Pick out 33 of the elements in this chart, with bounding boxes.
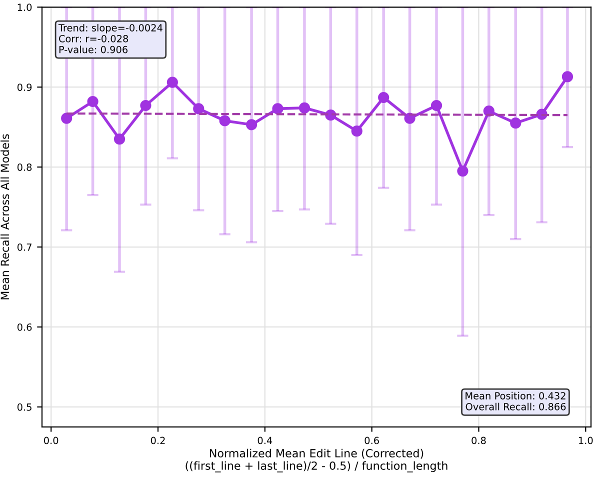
x-tick-label: 0.8 (472, 436, 486, 444)
point (378, 92, 390, 104)
annotation: Trend: slope=-0.0024 Corr: r=-0.028 P-value: 0.906 (58, 24, 162, 54)
point (510, 118, 522, 129)
point (87, 96, 98, 108)
x-tick-label: 0.2 (150, 436, 165, 444)
x-tick-label: 0.4 (258, 436, 272, 444)
annotation: Mean Position: 0.432 Overall Recall: 0.866 (466, 392, 566, 410)
x-tick-label: 1.0 (578, 436, 593, 444)
y-tick-label: 0.5 (17, 403, 32, 411)
point (140, 100, 152, 112)
x-tick-label: 0.0 (44, 436, 58, 444)
point (562, 71, 574, 82)
point (61, 112, 72, 124)
x-axis-title: Normalized Mean Edit Line (Corrected) ((first_line + last_line)/2 - 0.5) / function_length (186, 448, 448, 472)
y-axis-title: Mean Recall Across All Models (0, 134, 10, 300)
point (272, 103, 284, 114)
point (166, 76, 178, 88)
y-tick-label: 0.6 (17, 323, 32, 331)
point (193, 103, 204, 114)
y-tick-label: 0.8 (17, 164, 32, 171)
point (219, 115, 230, 126)
point (298, 102, 310, 114)
x-tick-label: 0.6 (364, 436, 379, 444)
y-tick-label: 0.9 (17, 84, 32, 91)
y-tick-label: 0.7 (17, 243, 32, 251)
point (351, 126, 362, 137)
point (404, 112, 416, 124)
point (246, 119, 258, 130)
point (114, 134, 126, 145)
point (457, 166, 468, 177)
y-tick-label: 1.0 (18, 4, 32, 11)
point (430, 100, 442, 112)
